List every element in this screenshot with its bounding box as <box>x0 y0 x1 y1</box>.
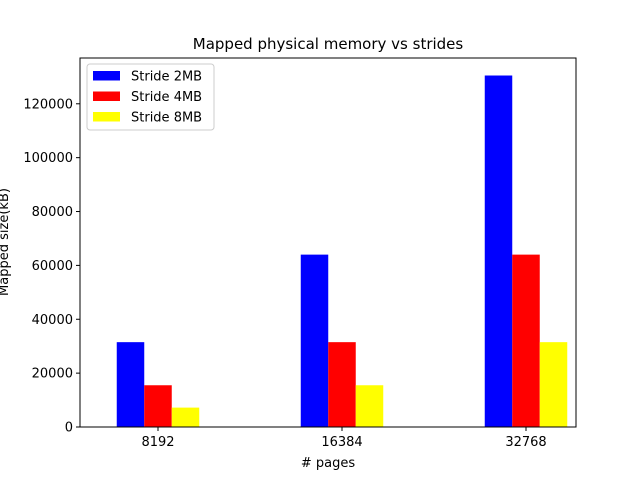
bars-layer <box>116 75 568 428</box>
x-tick-label: 8192 <box>141 435 174 450</box>
y-axis-ticks: 0 20000 40000 60000 80000 100000 120000 <box>23 97 80 436</box>
bar-stride-2mb-32768 <box>484 75 513 428</box>
legend-label-stride-2mb: Stride 2MB <box>131 70 202 85</box>
bar-stride-8mb-8192 <box>171 407 200 427</box>
y-tick-label: 100000 <box>23 151 73 166</box>
y-tick-label: 120000 <box>23 97 73 112</box>
bar-stride-2mb-8192 <box>116 342 145 427</box>
x-tick-label: 16384 <box>321 435 362 450</box>
plot-frame <box>79 57 577 428</box>
y-tick-label: 0 <box>65 421 73 436</box>
legend-label-stride-4mb: Stride 4MB <box>131 90 202 105</box>
bar-stride-8mb-16384 <box>355 385 384 427</box>
legend-swatch-stride-2mb <box>93 71 120 81</box>
bar-stride-8mb-32768 <box>539 342 568 427</box>
bar-stride-4mb-32768 <box>512 254 540 427</box>
legend-label-stride-8mb: Stride 8MB <box>131 111 202 126</box>
y-tick-label: 20000 <box>32 367 73 382</box>
y-tick-label: 40000 <box>32 313 73 328</box>
y-tick-label: 60000 <box>32 259 73 274</box>
y-tick-label: 80000 <box>32 205 73 220</box>
x-axis-label: # pages <box>301 456 355 471</box>
legend-swatch-stride-4mb <box>93 91 120 101</box>
x-axis-ticks: 8192 16384 32768 <box>141 427 547 450</box>
bar-stride-2mb-16384 <box>300 254 329 427</box>
bar-stride-4mb-8192 <box>144 385 172 427</box>
y-axis-label: Mapped size(kB) <box>0 188 12 296</box>
legend: Stride 2MB Stride 4MB Stride 8MB <box>86 63 215 131</box>
bar-stride-4mb-16384 <box>328 342 356 427</box>
x-tick-label: 32768 <box>505 435 546 450</box>
legend-swatch-stride-8mb <box>93 112 120 122</box>
chart-title: Mapped physical memory vs strides <box>193 35 464 53</box>
